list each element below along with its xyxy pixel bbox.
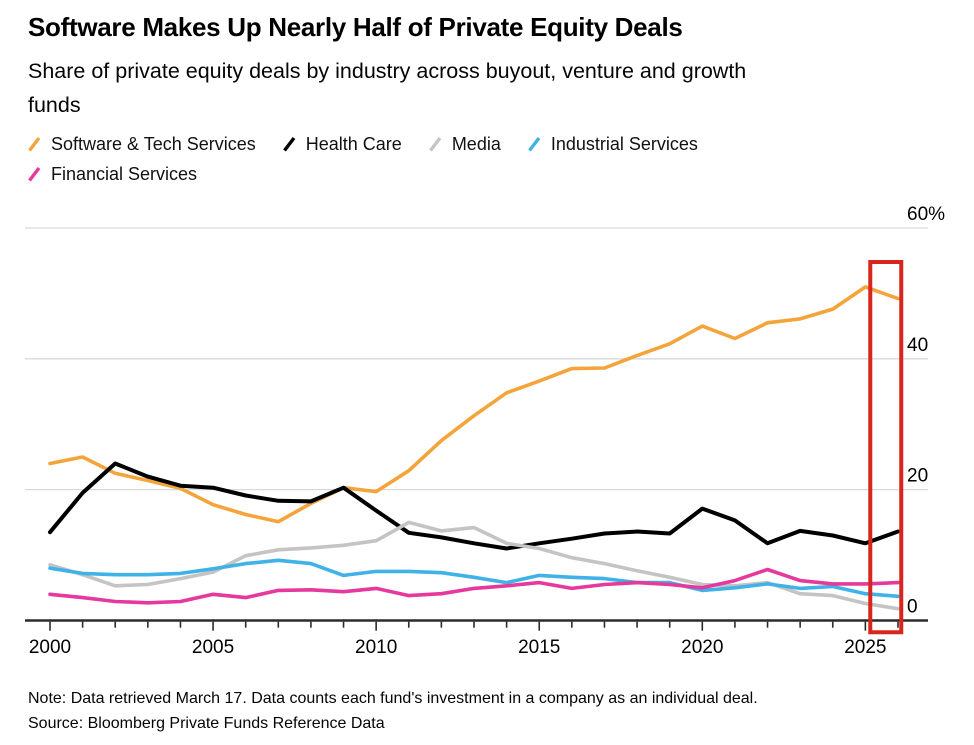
x-tick-label-2015: 2015 bbox=[518, 637, 560, 658]
line-health-care bbox=[48, 461, 900, 551]
slash-icon bbox=[28, 136, 41, 152]
chart-title: Software Makes Up Nearly Half of Private… bbox=[28, 12, 683, 42]
x-tick-label-2025: 2025 bbox=[844, 637, 886, 658]
y-tick-label-40: 40 bbox=[907, 335, 928, 356]
y-tick-label-0: 0 bbox=[907, 597, 918, 618]
legend-label: Industrial Services bbox=[550, 134, 698, 154]
slash-icon bbox=[527, 136, 541, 152]
y-tick-label-20: 20 bbox=[907, 466, 928, 487]
x-tick-label-2020: 2020 bbox=[681, 637, 723, 658]
legend-label: Software & Tech Services bbox=[51, 134, 256, 154]
x-tick-label-2005: 2005 bbox=[192, 637, 234, 658]
slash-icon bbox=[282, 136, 296, 152]
source-text: Source: Bloomberg Private Funds Referenc… bbox=[28, 714, 385, 732]
line-financial-services bbox=[48, 567, 900, 605]
slash-icon bbox=[428, 136, 442, 152]
legend-item-media: Media bbox=[428, 131, 501, 158]
legend-item-industrial-services: Industrial Services bbox=[527, 131, 698, 158]
chart-footnotes: Note: Data retrieved March 17. Data coun… bbox=[28, 687, 758, 736]
legend-item-financial-services: Financial Services bbox=[27, 161, 197, 188]
line-industrial-services bbox=[48, 558, 900, 599]
slash-icon bbox=[28, 166, 41, 182]
x-tick-label-2010: 2010 bbox=[355, 637, 397, 658]
line-software-and-tech-services bbox=[48, 285, 900, 524]
legend-item-health-care: Health Care bbox=[282, 131, 402, 158]
legend-item-software-and-tech-services: Software & Tech Services bbox=[27, 131, 256, 158]
chart-legend: Software & Tech Services Health Care Media… bbox=[27, 131, 827, 188]
chart-subtitle: Share of private equity deals by industr… bbox=[28, 59, 747, 117]
legend-label: Financial Services bbox=[51, 164, 198, 184]
line-media bbox=[48, 520, 900, 611]
note-text: Note: Data retrieved March 17. Data coun… bbox=[28, 690, 758, 707]
legend-label: Media bbox=[451, 134, 501, 154]
y-tick-label-60: 60% bbox=[907, 204, 945, 225]
highlight-box bbox=[868, 259, 904, 635]
legend-label: Health Care bbox=[305, 134, 402, 154]
x-tick-label-2000: 2000 bbox=[29, 637, 71, 658]
